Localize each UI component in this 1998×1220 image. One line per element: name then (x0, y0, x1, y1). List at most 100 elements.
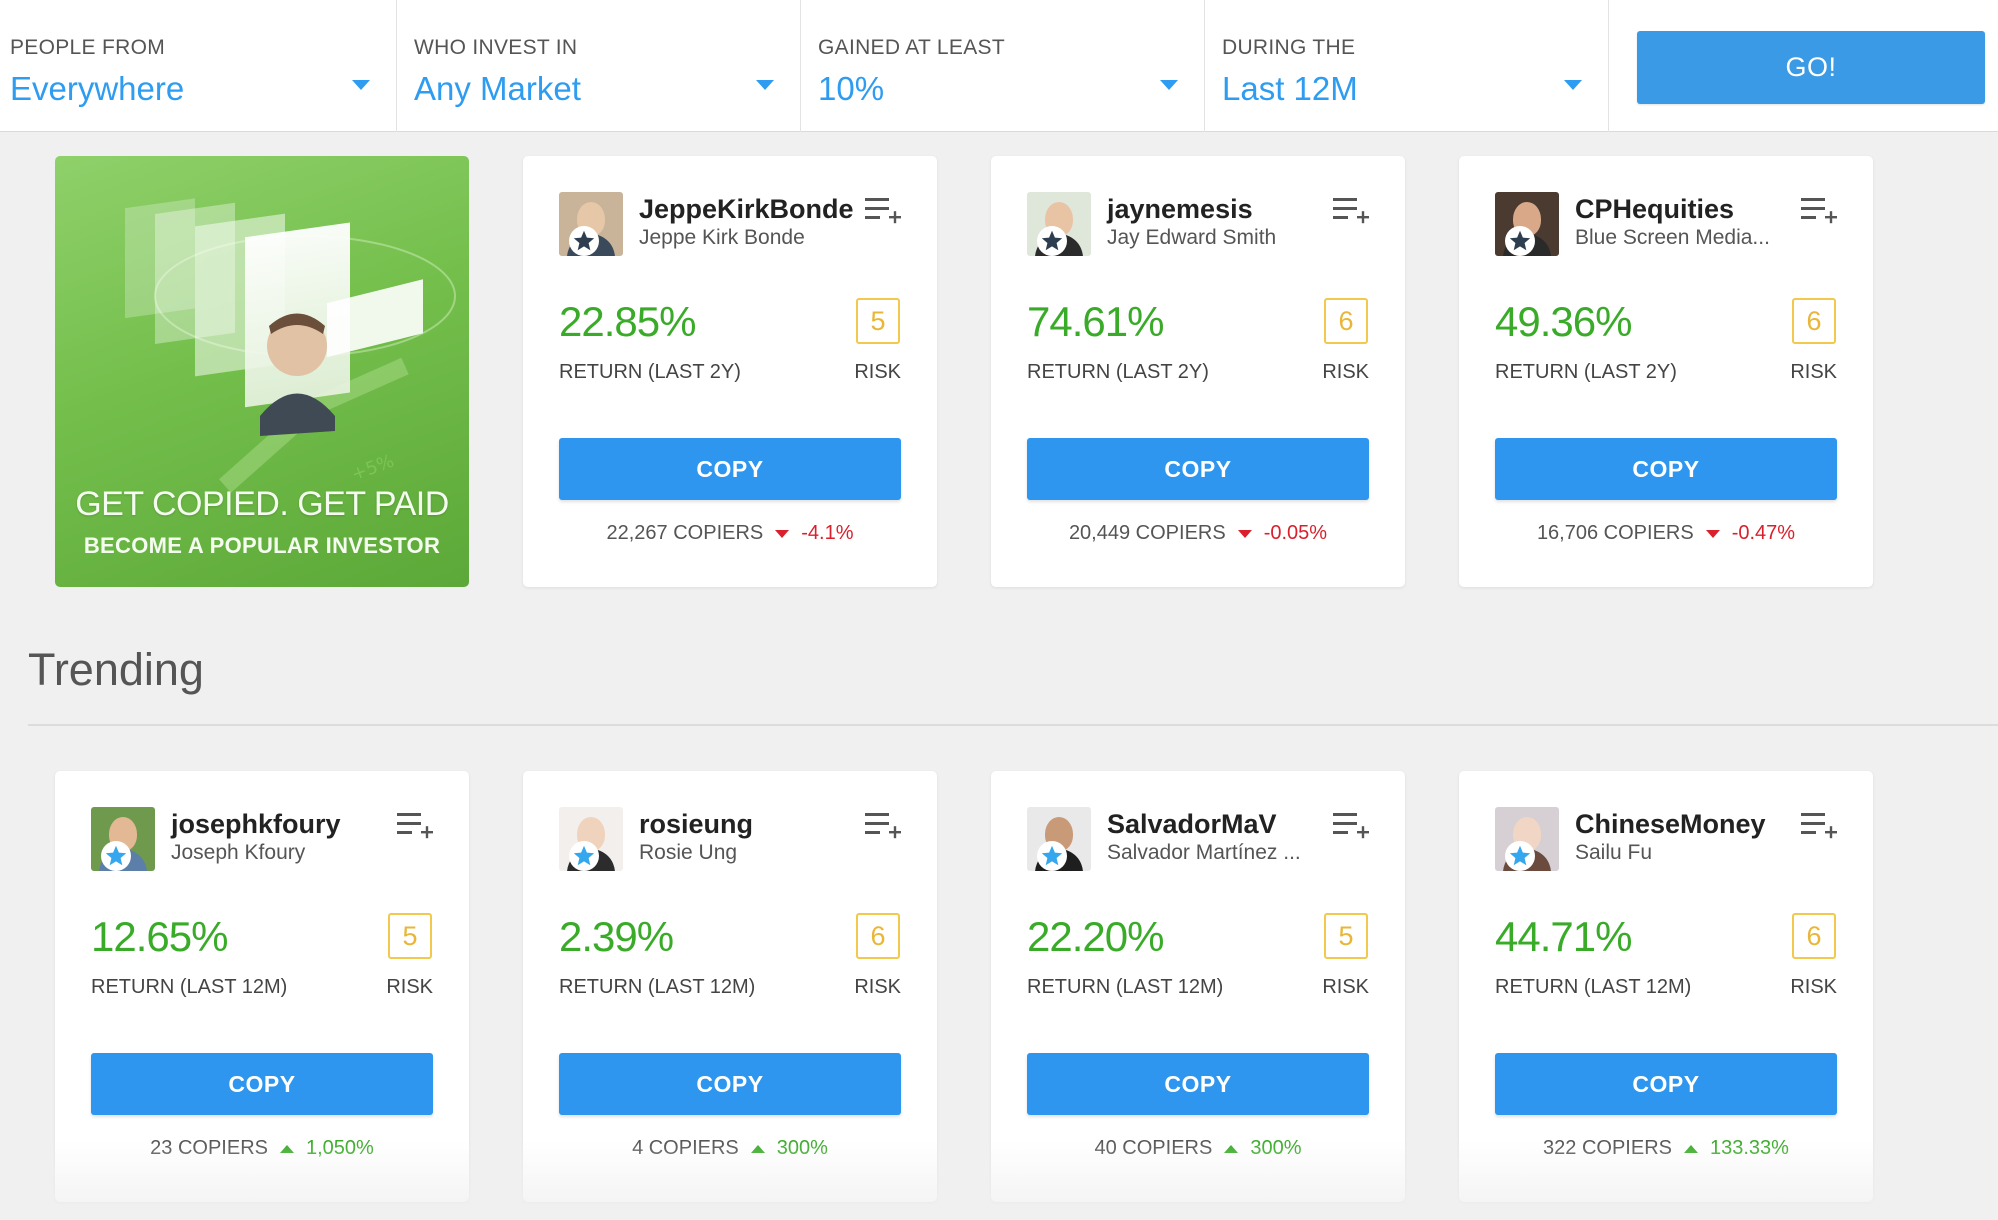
filter-people-from[interactable]: PEOPLE FROM Everywhere (0, 0, 397, 132)
risk-label: RISK (854, 361, 901, 383)
go-button[interactable]: GO! (1637, 31, 1985, 104)
copiers-stats: 322 COPIERS 133.33% (1459, 1137, 1873, 1160)
popular-investor-banner[interactable]: +5% GET COPIED. GET PAID BECOME A POPULA… (55, 156, 469, 587)
star-icon (1037, 226, 1067, 256)
trending-heading: Trending (28, 644, 204, 695)
add-to-watchlist-icon[interactable] (1799, 809, 1839, 841)
copy-button[interactable]: COPY (91, 1053, 433, 1115)
caret-down-icon (1564, 80, 1582, 90)
gain-value: 49.36% (1495, 298, 1632, 345)
risk-label: RISK (1790, 976, 1837, 998)
return-label: RETURN (LAST 12M) (1027, 976, 1224, 998)
username[interactable]: josephkfoury (171, 809, 341, 839)
add-to-watchlist-icon[interactable] (1799, 194, 1839, 226)
risk-label: RISK (1322, 976, 1369, 998)
copiers-count: 20,449 COPIERS (1068, 522, 1226, 544)
risk-label: RISK (386, 976, 433, 998)
copy-button[interactable]: COPY (1495, 438, 1837, 500)
add-to-watchlist-icon[interactable] (863, 809, 903, 841)
filter-value: 10% (818, 70, 885, 107)
copiers-change: 300% (776, 1137, 828, 1159)
banner-tag: +5% (349, 451, 397, 486)
star-icon (1505, 841, 1535, 871)
filter-bar: PEOPLE FROM Everywhere WHO INVEST IN Any… (0, 0, 1998, 132)
arrow-down-icon (775, 529, 790, 538)
add-to-watchlist-icon[interactable] (1331, 194, 1371, 226)
risk-score[interactable]: 6 (1792, 298, 1836, 344)
investor-card: CPHequities Blue Screen Media... 49.36% … (1459, 156, 1873, 587)
banner-illustration: +5% (125, 198, 456, 493)
full-name: Salvador Martínez ... (1107, 841, 1301, 864)
risk-score[interactable]: 6 (856, 913, 900, 959)
risk-score[interactable]: 5 (856, 298, 900, 344)
arrow-up-icon (1224, 1144, 1239, 1153)
copiers-change: -4.1% (801, 522, 854, 544)
gain-value: 22.85% (559, 298, 696, 345)
gain-value: 44.71% (1495, 913, 1632, 960)
arrow-up-icon (1683, 1144, 1698, 1153)
risk-score[interactable]: 6 (1324, 298, 1368, 344)
copiers-count: 40 COPIERS (1094, 1137, 1213, 1159)
full-name: Jay Edward Smith (1107, 226, 1277, 249)
arrow-down-icon (1237, 529, 1252, 538)
copiers-change: 1,050% (305, 1137, 374, 1159)
investor-card: jaynemesis Jay Edward Smith 74.61% RETUR… (991, 156, 1405, 587)
copiers-stats: 40 COPIERS 300% (991, 1137, 1405, 1160)
add-to-watchlist-icon[interactable] (863, 194, 903, 226)
filter-value: Last 12M (1222, 70, 1358, 107)
return-label: RETURN (LAST 12M) (91, 976, 288, 998)
copy-button[interactable]: COPY (1027, 438, 1369, 500)
copiers-change: 300% (1250, 1137, 1302, 1159)
filter-label: WHO INVEST IN (414, 36, 578, 59)
risk-label: RISK (854, 976, 901, 998)
risk-score[interactable]: 6 (1792, 913, 1836, 959)
filter-label: GAINED AT LEAST (818, 36, 1005, 59)
filter-value: Any Market (414, 70, 581, 107)
username[interactable]: CPHequities (1575, 194, 1735, 224)
gain-value: 12.65% (91, 913, 228, 960)
arrow-down-icon (1705, 529, 1720, 538)
filter-gained-at-least[interactable]: GAINED AT LEAST 10% (801, 0, 1205, 132)
copiers-change: 133.33% (1709, 1137, 1789, 1159)
username[interactable]: rosieung (639, 809, 754, 839)
copy-button[interactable]: COPY (1495, 1053, 1837, 1115)
risk-score[interactable]: 5 (1324, 913, 1368, 959)
add-to-watchlist-icon[interactable] (395, 809, 435, 841)
star-icon (569, 226, 599, 256)
copy-button[interactable]: COPY (559, 1053, 901, 1115)
copiers-change: -0.05% (1263, 522, 1328, 544)
username[interactable]: ChineseMoney (1575, 809, 1766, 839)
return-label: RETURN (LAST 2Y) (1027, 361, 1209, 383)
return-label: RETURN (LAST 2Y) (1495, 361, 1677, 383)
return-label: RETURN (LAST 12M) (559, 976, 756, 998)
caret-down-icon (352, 80, 370, 90)
arrow-up-icon (279, 1144, 294, 1153)
filter-invest-in[interactable]: WHO INVEST IN Any Market (397, 0, 801, 132)
add-to-watchlist-icon[interactable] (1331, 809, 1371, 841)
star-icon (101, 841, 131, 871)
risk-label: RISK (1790, 361, 1837, 383)
copiers-stats: 23 COPIERS 1,050% (55, 1137, 469, 1160)
caret-down-icon (1160, 80, 1178, 90)
star-icon (569, 841, 599, 871)
investor-card: JeppeKirkBonde Jeppe Kirk Bonde 22.85% R… (523, 156, 937, 587)
username[interactable]: SalvadorMaV (1107, 809, 1277, 839)
risk-score[interactable]: 5 (388, 913, 432, 959)
full-name: Sailu Fu (1575, 841, 1653, 864)
star-icon (1505, 226, 1535, 256)
return-label: RETURN (LAST 2Y) (559, 361, 741, 383)
username[interactable]: JeppeKirkBonde (639, 194, 854, 224)
copiers-count: 23 COPIERS (150, 1137, 268, 1159)
copiers-stats: 22,267 COPIERS -4.1% (523, 522, 937, 545)
full-name: Joseph Kfoury (171, 841, 306, 864)
filter-during-the[interactable]: DURING THE Last 12M (1205, 0, 1609, 132)
username[interactable]: jaynemesis (1107, 194, 1253, 224)
investor-card: ChineseMoney Sailu Fu 44.71% RETURN (LAS… (1459, 771, 1873, 1202)
gain-value: 22.20% (1027, 913, 1164, 960)
copy-button[interactable]: COPY (1027, 1053, 1369, 1115)
full-name: Rosie Ung (639, 841, 738, 864)
gain-value: 74.61% (1027, 298, 1164, 345)
copiers-change: -0.47% (1731, 522, 1796, 544)
copy-button[interactable]: COPY (559, 438, 901, 500)
copiers-count: 16,706 COPIERS (1536, 522, 1694, 544)
